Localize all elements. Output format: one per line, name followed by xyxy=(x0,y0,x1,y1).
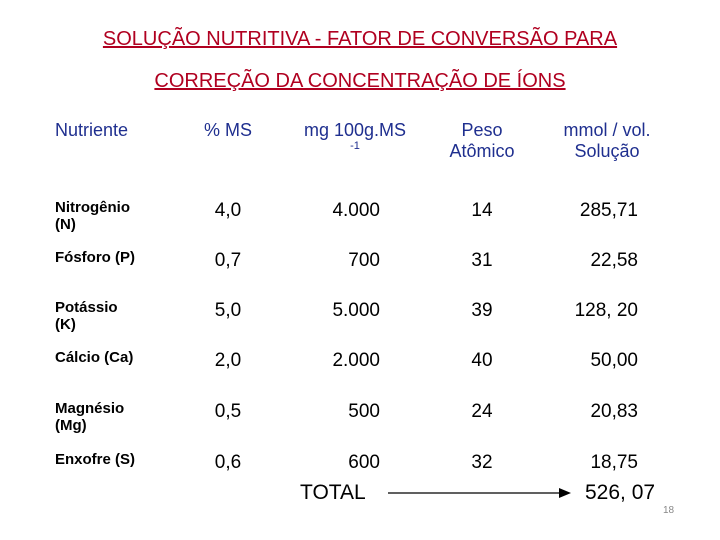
cell: 40 xyxy=(471,350,493,371)
cell: 600 xyxy=(348,452,380,473)
header-superscript: -1 xyxy=(350,140,360,152)
cell: 0,7 xyxy=(214,250,242,271)
header: % MS xyxy=(203,120,252,140)
total-label: TOTAL xyxy=(300,481,366,504)
cell: 24 xyxy=(471,401,493,422)
cell: 22,58 xyxy=(590,250,638,271)
nutrient-name: Fósforo (P) xyxy=(55,249,135,266)
nutrient-name: Enxofre (S) xyxy=(55,451,136,468)
cell: 0,6 xyxy=(214,452,242,473)
header: Peso Atômico xyxy=(449,120,515,161)
cell: 20,83 xyxy=(590,401,638,422)
cell: 700 xyxy=(348,250,380,271)
cell: 32 xyxy=(471,452,493,473)
title: CORREÇÃO DA CONCENTRAÇÃO DE ÍONS xyxy=(154,70,566,92)
cell: 31 xyxy=(471,250,493,271)
cell: 285,71 xyxy=(579,200,638,221)
cell: 128, 20 xyxy=(574,300,638,321)
cell: 2,0 xyxy=(214,350,242,371)
cell: 4.000 xyxy=(332,200,380,221)
nutrient-name: Potássio (K) xyxy=(55,299,118,334)
cell: 0,5 xyxy=(214,401,242,422)
cell: 5,0 xyxy=(214,300,242,321)
cell: 2.000 xyxy=(332,350,380,371)
nutrient-name: Nitrogênio (N) xyxy=(55,199,130,234)
cell: 39 xyxy=(471,300,493,321)
header: mmol / vol. Solução xyxy=(563,120,651,161)
cell: 50,00 xyxy=(590,350,638,371)
cell: 5.000 xyxy=(332,300,380,321)
header: mg 100g.MS xyxy=(303,120,407,140)
cell: 4,0 xyxy=(214,200,242,221)
nutrient-name: Cálcio (Ca) xyxy=(55,349,134,366)
total-value: 526, 07 xyxy=(585,481,656,504)
page-number: 18 xyxy=(663,505,675,516)
arrow xyxy=(388,488,571,498)
title: SOLUÇÃO NUTRITIVA - FATOR DE CONVERSÃO P… xyxy=(102,28,618,50)
cell: 18,75 xyxy=(590,452,638,473)
cell: 14 xyxy=(471,200,493,221)
header: Nutriente xyxy=(55,120,129,140)
cell: 500 xyxy=(348,401,380,422)
nutrient-name: Magnésio (Mg) xyxy=(55,400,125,435)
